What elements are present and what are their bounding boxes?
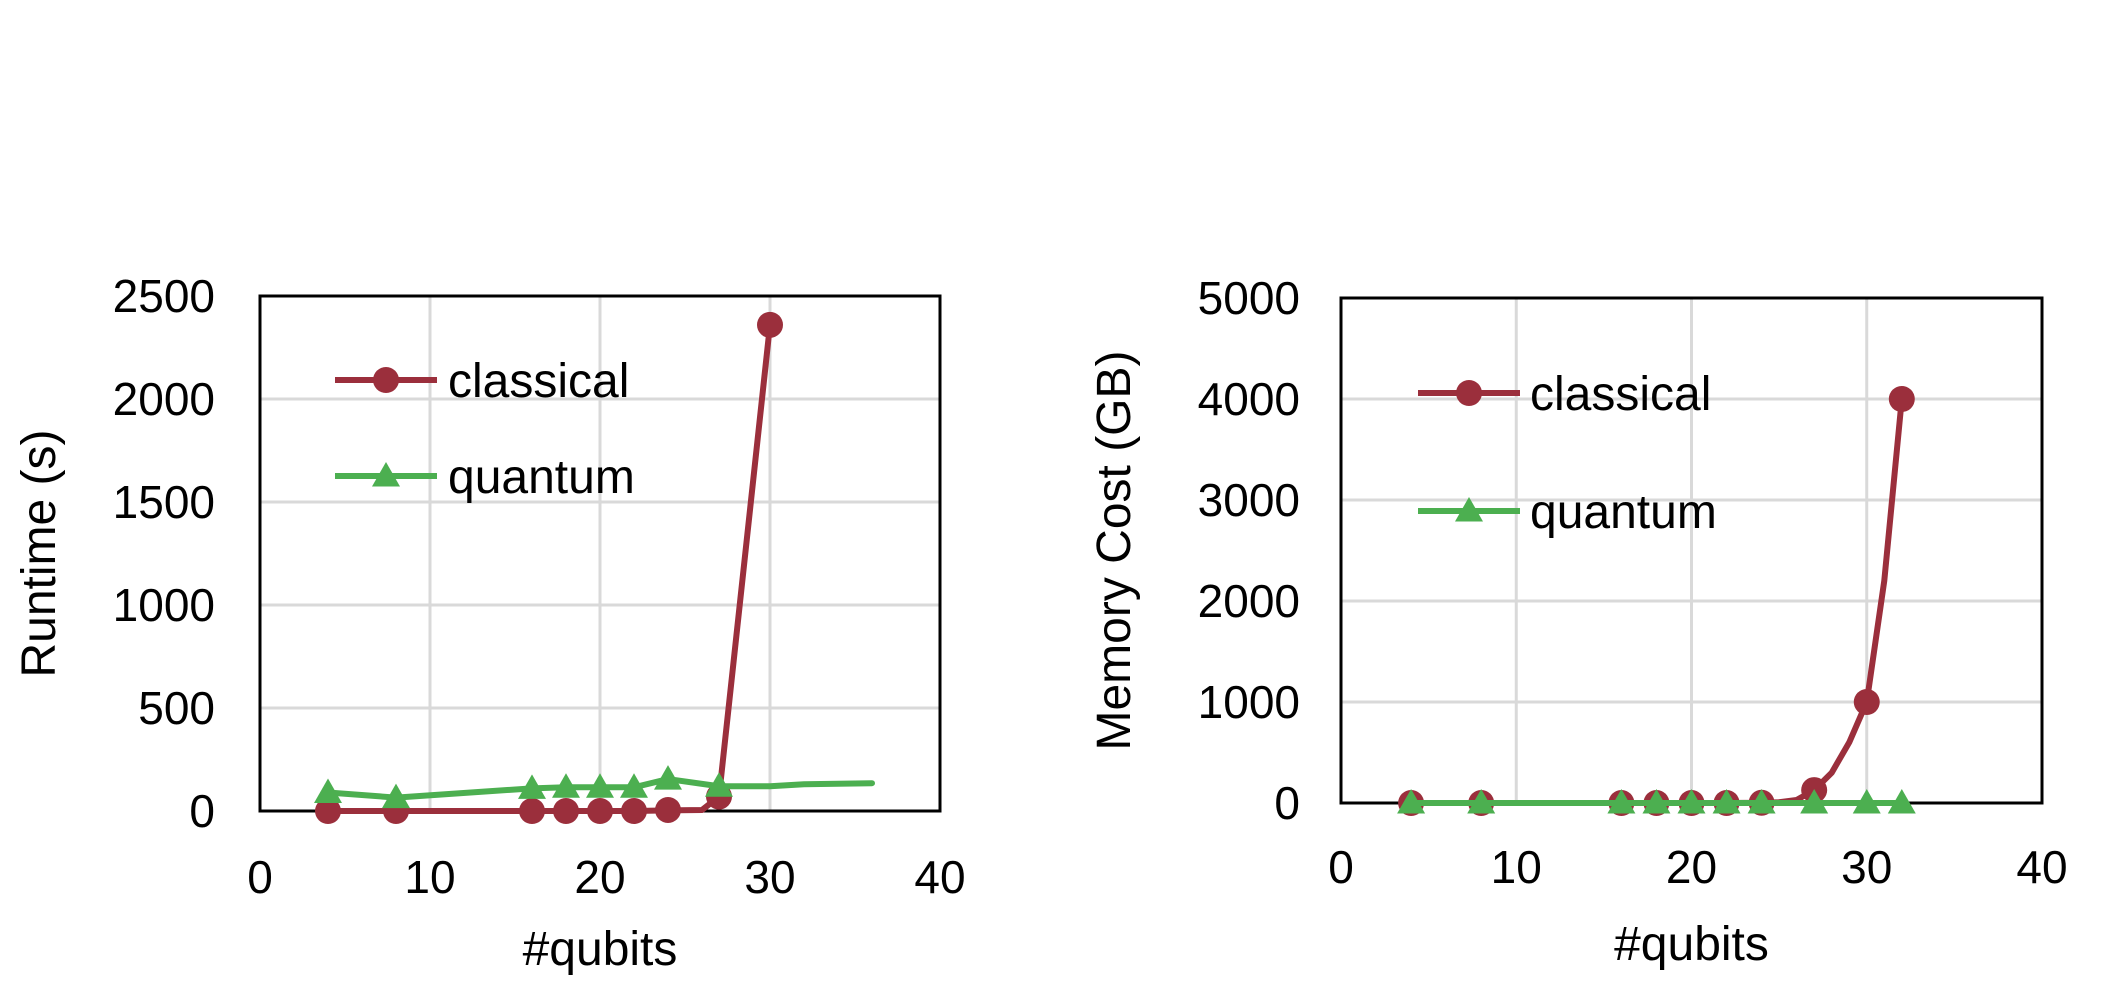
quantum-point-1 <box>382 783 410 809</box>
y-tick-label-4: 2000 <box>113 373 215 425</box>
classical-point-3 <box>553 798 579 824</box>
quantum-point-4 <box>586 773 614 798</box>
legend-marker-quantum <box>1455 497 1483 522</box>
quantum-point-2 <box>1607 789 1636 814</box>
quantum-point-7 <box>705 772 733 797</box>
y-tick-label-1: 500 <box>138 682 215 734</box>
legend-marker-classical <box>1456 380 1482 406</box>
y-tick-label-2: 1000 <box>113 579 215 631</box>
x-tick-label-0: 0 <box>247 851 273 903</box>
series-quantum <box>1397 789 1916 814</box>
x-tick-label-2: 20 <box>574 851 625 903</box>
y-tick-label-3: 1500 <box>113 476 215 528</box>
classical-point-8 <box>757 311 783 338</box>
x-axis-label: #qubits <box>523 923 678 976</box>
classical-point-9 <box>1888 386 1915 412</box>
classical-point-2 <box>519 798 545 824</box>
x-axis-label: #qubits <box>1614 918 1769 971</box>
legend-entry-quantum: quantum <box>335 451 635 504</box>
legend-label-quantum: quantum <box>448 451 635 504</box>
classical-point-4 <box>587 798 613 824</box>
series-quantum <box>314 765 875 809</box>
quantum-point-3 <box>1642 789 1671 814</box>
classical-point-6 <box>655 796 681 823</box>
x-tick-label-3: 30 <box>744 851 795 903</box>
quantum-point-5 <box>620 773 648 798</box>
classical-point-0 <box>315 798 341 824</box>
quantum-point-0 <box>314 778 342 803</box>
x-tick-label-4: 40 <box>2016 841 2067 893</box>
quantum-point-3 <box>552 773 580 798</box>
y-tick-label-0: 0 <box>189 785 215 837</box>
legend-entry-quantum: quantum <box>1418 486 1717 539</box>
legend-marker-classical <box>373 367 399 393</box>
y-tick-label-5: 5000 <box>1198 272 1300 324</box>
legend-label-classical: classical <box>448 355 629 408</box>
x-tick-label-2: 20 <box>1666 841 1717 893</box>
y-tick-label-5: 2500 <box>113 270 215 322</box>
y-tick-label-1: 1000 <box>1198 676 1300 728</box>
legend-label-classical: classical <box>1530 368 1711 421</box>
legend-entry-classical: classical <box>335 355 629 408</box>
quantum-point-7 <box>1800 789 1829 814</box>
quantum-point-5 <box>1712 789 1741 814</box>
y-tick-label-0: 0 <box>1274 777 1300 829</box>
classical-point-5 <box>621 798 647 824</box>
y-tick-label-4: 4000 <box>1198 373 1300 425</box>
y-axis-label: Runtime (s) <box>13 429 66 677</box>
quantum-point-8 <box>1852 789 1881 814</box>
quantum-point-2 <box>518 774 546 799</box>
x-tick-label-1: 10 <box>404 851 455 903</box>
y-axis-label: Memory Cost (GB) <box>1088 350 1141 750</box>
memory-chart: 0 1000 2000 3000 4000 5000 0 10 20 30 40 #qubits Mem… <box>1088 272 2068 971</box>
quantum-point-6 <box>1747 789 1776 814</box>
x-tick-label-1: 10 <box>1491 841 1542 893</box>
legend-entry-classical: classical <box>1418 368 1711 421</box>
x-tick-label-4: 40 <box>914 851 965 903</box>
quantum-point-0 <box>1397 789 1426 814</box>
runtime-chart: 0 500 1000 1500 2000 2500 0 10 20 30 40 #qubits Runt… <box>13 270 966 976</box>
classical-point-8 <box>1853 689 1880 715</box>
legend-marker-quantum <box>372 462 400 487</box>
legend-label-quantum: quantum <box>1530 486 1717 539</box>
y-tick-label-3: 3000 <box>1198 474 1300 526</box>
quantum-point-6 <box>654 765 682 790</box>
quantum-point-1 <box>1467 789 1496 814</box>
quantum-point-9 <box>1887 789 1916 814</box>
x-tick-label-0: 0 <box>1328 841 1354 893</box>
quantum-point-4 <box>1677 789 1706 814</box>
x-tick-label-3: 30 <box>1841 841 1892 893</box>
y-tick-label-2: 2000 <box>1198 575 1300 627</box>
